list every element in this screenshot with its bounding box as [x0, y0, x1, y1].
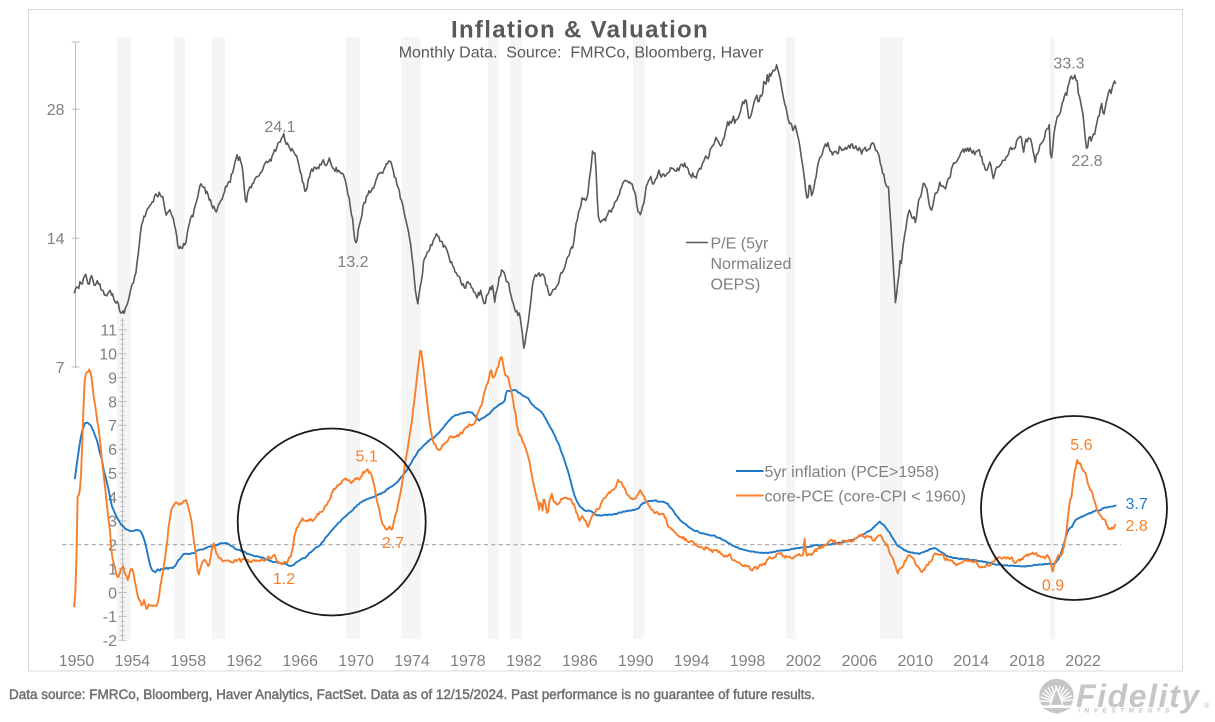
svg-text:1954: 1954 [115, 653, 151, 670]
svg-text:0.9: 0.9 [1042, 578, 1064, 595]
svg-text:2010: 2010 [898, 653, 934, 670]
svg-text:5yr inflation (PCE>1958): 5yr inflation (PCE>1958) [765, 464, 940, 481]
svg-text:33.3: 33.3 [1053, 55, 1084, 72]
svg-text:7: 7 [56, 360, 65, 377]
svg-text:1958: 1958 [171, 653, 207, 670]
svg-text:2014: 2014 [953, 653, 989, 670]
svg-text:1.2: 1.2 [273, 571, 295, 588]
svg-text:1986: 1986 [562, 653, 598, 670]
svg-text:®: ® [1204, 701, 1210, 710]
svg-text:2018: 2018 [1009, 653, 1045, 670]
svg-text:1990: 1990 [618, 653, 654, 670]
svg-text:5: 5 [108, 466, 117, 483]
svg-text:5.1: 5.1 [355, 448, 377, 465]
svg-text:5.6: 5.6 [1070, 437, 1092, 454]
svg-text:14: 14 [47, 231, 65, 248]
svg-text:P/E (5yr: P/E (5yr [711, 235, 769, 252]
svg-text:1998: 1998 [730, 653, 766, 670]
svg-text:28: 28 [47, 102, 65, 119]
svg-text:9: 9 [108, 370, 117, 387]
svg-text:7: 7 [108, 418, 117, 435]
svg-text:1974: 1974 [394, 653, 430, 670]
svg-text:2006: 2006 [842, 653, 878, 670]
svg-text:2002: 2002 [786, 653, 822, 670]
svg-text:Data source: FMRCo, Bloomberg,: Data source: FMRCo, Bloomberg, Haver Ana… [9, 687, 815, 702]
svg-text:1950: 1950 [59, 653, 95, 670]
svg-text:2.8: 2.8 [1125, 518, 1147, 535]
svg-text:Monthly Data. Source: FMRCo,: Monthly Data. Source: FMRCo, Bloomberg, … [399, 45, 764, 62]
svg-text:1982: 1982 [506, 653, 542, 670]
svg-text:22.8: 22.8 [1071, 153, 1102, 170]
svg-text:-2: -2 [103, 633, 117, 650]
svg-text:2: 2 [108, 538, 117, 555]
svg-text:1962: 1962 [227, 653, 263, 670]
svg-text:1970: 1970 [338, 653, 374, 670]
svg-text:11: 11 [100, 323, 117, 340]
svg-text:-1: -1 [103, 609, 117, 626]
svg-text:2.7: 2.7 [382, 535, 404, 552]
svg-text:Normalized: Normalized [711, 256, 792, 273]
svg-text:Inflation & Valuation: Inflation & Valuation [451, 17, 709, 44]
svg-text:24.1: 24.1 [264, 119, 295, 136]
svg-text:1: 1 [108, 561, 117, 578]
svg-text:2022: 2022 [1065, 653, 1101, 670]
svg-text:8: 8 [108, 394, 117, 411]
svg-text:INVESTMENTS: INVESTMENTS [1078, 708, 1174, 715]
svg-text:1978: 1978 [450, 653, 486, 670]
svg-text:1966: 1966 [282, 653, 318, 670]
svg-text:Fidelity: Fidelity [1076, 678, 1201, 714]
svg-text:3.7: 3.7 [1125, 496, 1147, 513]
svg-text:3: 3 [108, 514, 117, 531]
svg-text:core-PCE (core-CPI < 1960): core-PCE (core-CPI < 1960) [765, 488, 966, 505]
svg-text:13.2: 13.2 [337, 254, 368, 271]
svg-text:0: 0 [108, 585, 117, 602]
svg-text:10: 10 [99, 347, 117, 364]
svg-text:1994: 1994 [674, 653, 710, 670]
svg-text:6: 6 [108, 442, 117, 459]
svg-text:4: 4 [108, 490, 117, 507]
svg-text:OEPS): OEPS) [711, 276, 761, 293]
